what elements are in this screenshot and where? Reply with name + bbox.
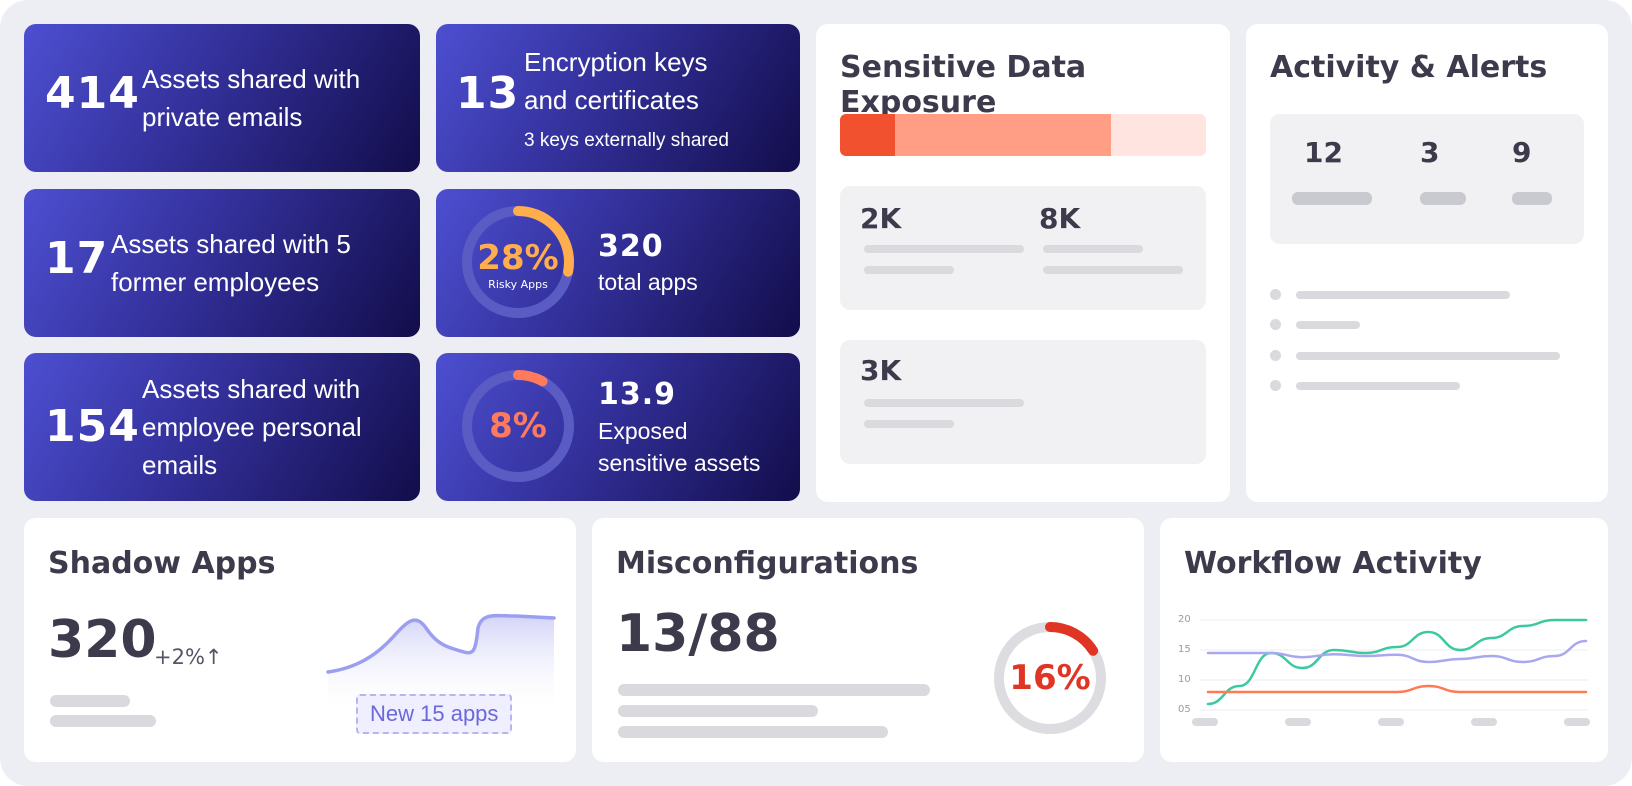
- bar-segment-high: [840, 114, 895, 156]
- list-bullet: [1270, 319, 1281, 330]
- sparkline-area: [328, 615, 554, 716]
- bar-segment-low: [1110, 114, 1206, 156]
- exposure-box-1: 2K 8K: [840, 186, 1206, 310]
- x-tick-placeholder: [1471, 718, 1497, 726]
- series-line-1: [1206, 639, 1588, 664]
- placeholder-pill: [1512, 192, 1552, 205]
- new-apps-badge[interactable]: New 15 apps: [356, 694, 513, 734]
- panel-title: Sensitive Data Exposure: [840, 50, 1087, 120]
- list-bullet: [1270, 289, 1281, 300]
- ring-progress: [462, 206, 574, 318]
- placeholder-line: [1296, 291, 1510, 299]
- activity-alerts-panel: Activity & Alerts 12 3 9: [1246, 24, 1608, 502]
- alert-count: 9: [1512, 136, 1532, 169]
- workflow-line-chart: [1200, 618, 1588, 711]
- panel-title: Workflow Activity: [1184, 546, 1482, 581]
- sparkline-line: [326, 613, 556, 674]
- stat-sublabel: 3 keys externally shared: [524, 130, 729, 151]
- stat-label: Encryption keys and certificates: [524, 47, 708, 115]
- misconfig-count: 13/88: [616, 604, 780, 664]
- placeholder-line: [618, 684, 930, 696]
- ring-progress: [462, 370, 574, 482]
- y-tick-label: 10: [1178, 674, 1191, 685]
- placeholder-line: [1043, 245, 1143, 253]
- risky-apps-card[interactable]: 28% Risky Apps 320 total apps: [436, 189, 800, 337]
- workflow-activity-panel: Workflow Activity 20 15 10 05: [1160, 518, 1608, 762]
- shadow-apps-panel: Shadow Apps 320 +2%↑ New 15 apps: [24, 518, 576, 762]
- placeholder-pill: [1292, 192, 1372, 205]
- stat-value: 13: [456, 68, 520, 119]
- placeholder-line: [864, 420, 954, 428]
- x-tick-placeholder: [1192, 718, 1218, 726]
- stat-card-encryption-keys[interactable]: 13 Encryption keys and certificates 3 ke…: [436, 24, 800, 172]
- total-apps-label: total apps: [598, 269, 698, 295]
- placeholder-line: [1296, 321, 1360, 329]
- exposure-value: 3K: [860, 354, 902, 387]
- placeholder-line: [864, 399, 1024, 407]
- alert-counts-box: 12 3 9: [1270, 114, 1584, 244]
- placeholder-line: [864, 266, 954, 274]
- shadow-apps-count: 320: [48, 610, 157, 670]
- shadow-apps-sparkline: [326, 613, 556, 716]
- x-tick-placeholder: [1378, 718, 1404, 726]
- exposed-label: Exposed sensitive assets: [598, 418, 761, 476]
- placeholder-line: [1043, 266, 1183, 274]
- bar-segment-medium: [894, 114, 1111, 156]
- stat-label: Assets shared with 5 former employees: [111, 229, 351, 297]
- misconfig-percent: 16%: [1009, 658, 1091, 698]
- panel-title: Misconfigurations: [616, 546, 919, 581]
- placeholder-line: [50, 715, 156, 727]
- total-apps-value: 320: [598, 229, 664, 264]
- ring-progress: [994, 622, 1106, 734]
- exposure-box-2: 3K: [840, 340, 1206, 464]
- placeholder-pill: [1420, 192, 1466, 205]
- exposed-ring: 8%: [460, 368, 576, 484]
- sensitive-data-panel: Sensitive Data Exposure 2K 8K 3K: [816, 24, 1230, 502]
- y-tick-label: 05: [1178, 704, 1191, 715]
- risky-apps-caption: Risky Apps: [488, 278, 548, 291]
- stat-label: Assets shared with employee personal ema…: [142, 374, 362, 480]
- placeholder-line: [1296, 352, 1560, 360]
- exposure-value: 2K: [860, 202, 902, 235]
- stat-card-personal-emails[interactable]: 154 Assets shared with employee personal…: [24, 353, 420, 501]
- stat-value: 154: [45, 401, 140, 452]
- panel-title: Activity & Alerts: [1270, 50, 1548, 85]
- progress-ring: [462, 206, 574, 318]
- placeholder-line: [618, 726, 888, 738]
- panel-title: Shadow Apps: [48, 546, 276, 581]
- risky-apps-ring: 28% Risky Apps: [460, 204, 576, 320]
- placeholder-line: [50, 695, 130, 707]
- list-bullet: [1270, 350, 1281, 361]
- x-tick-placeholder: [1564, 718, 1590, 726]
- exposed-value: 13.9: [598, 377, 677, 412]
- y-tick-label: 15: [1178, 644, 1191, 655]
- alert-count: 3: [1420, 136, 1440, 169]
- stat-card-former-employees[interactable]: 17 Assets shared with 5 former employees: [24, 189, 420, 337]
- series-line-2: [1206, 684, 1588, 694]
- stat-value: 17: [45, 233, 109, 284]
- placeholder-line: [618, 705, 818, 717]
- exposure-stacked-bar: [840, 114, 1206, 156]
- misconfig-ring: 16%: [992, 620, 1108, 736]
- shadow-apps-delta: +2%↑: [154, 645, 223, 669]
- risky-apps-percent: 28%: [477, 238, 559, 278]
- stat-card-private-emails[interactable]: 414 Assets shared with private emails: [24, 24, 420, 172]
- y-tick-label: 20: [1178, 614, 1191, 625]
- progress-ring: [462, 370, 574, 482]
- misconfigurations-panel: Misconfigurations 13/88 16%: [592, 518, 1144, 762]
- stat-value: 414: [45, 68, 140, 119]
- exposure-value: 8K: [1039, 202, 1081, 235]
- exposed-assets-card[interactable]: 8% 13.9 Exposed sensitive assets: [436, 353, 800, 501]
- alert-count: 12: [1304, 136, 1343, 169]
- exposed-percent: 8%: [489, 406, 547, 446]
- list-bullet: [1270, 380, 1281, 391]
- placeholder-line: [864, 245, 1024, 253]
- x-tick-placeholder: [1285, 718, 1311, 726]
- progress-ring: [994, 622, 1106, 734]
- placeholder-line: [1296, 382, 1460, 390]
- stat-label: Assets shared with private emails: [142, 64, 361, 132]
